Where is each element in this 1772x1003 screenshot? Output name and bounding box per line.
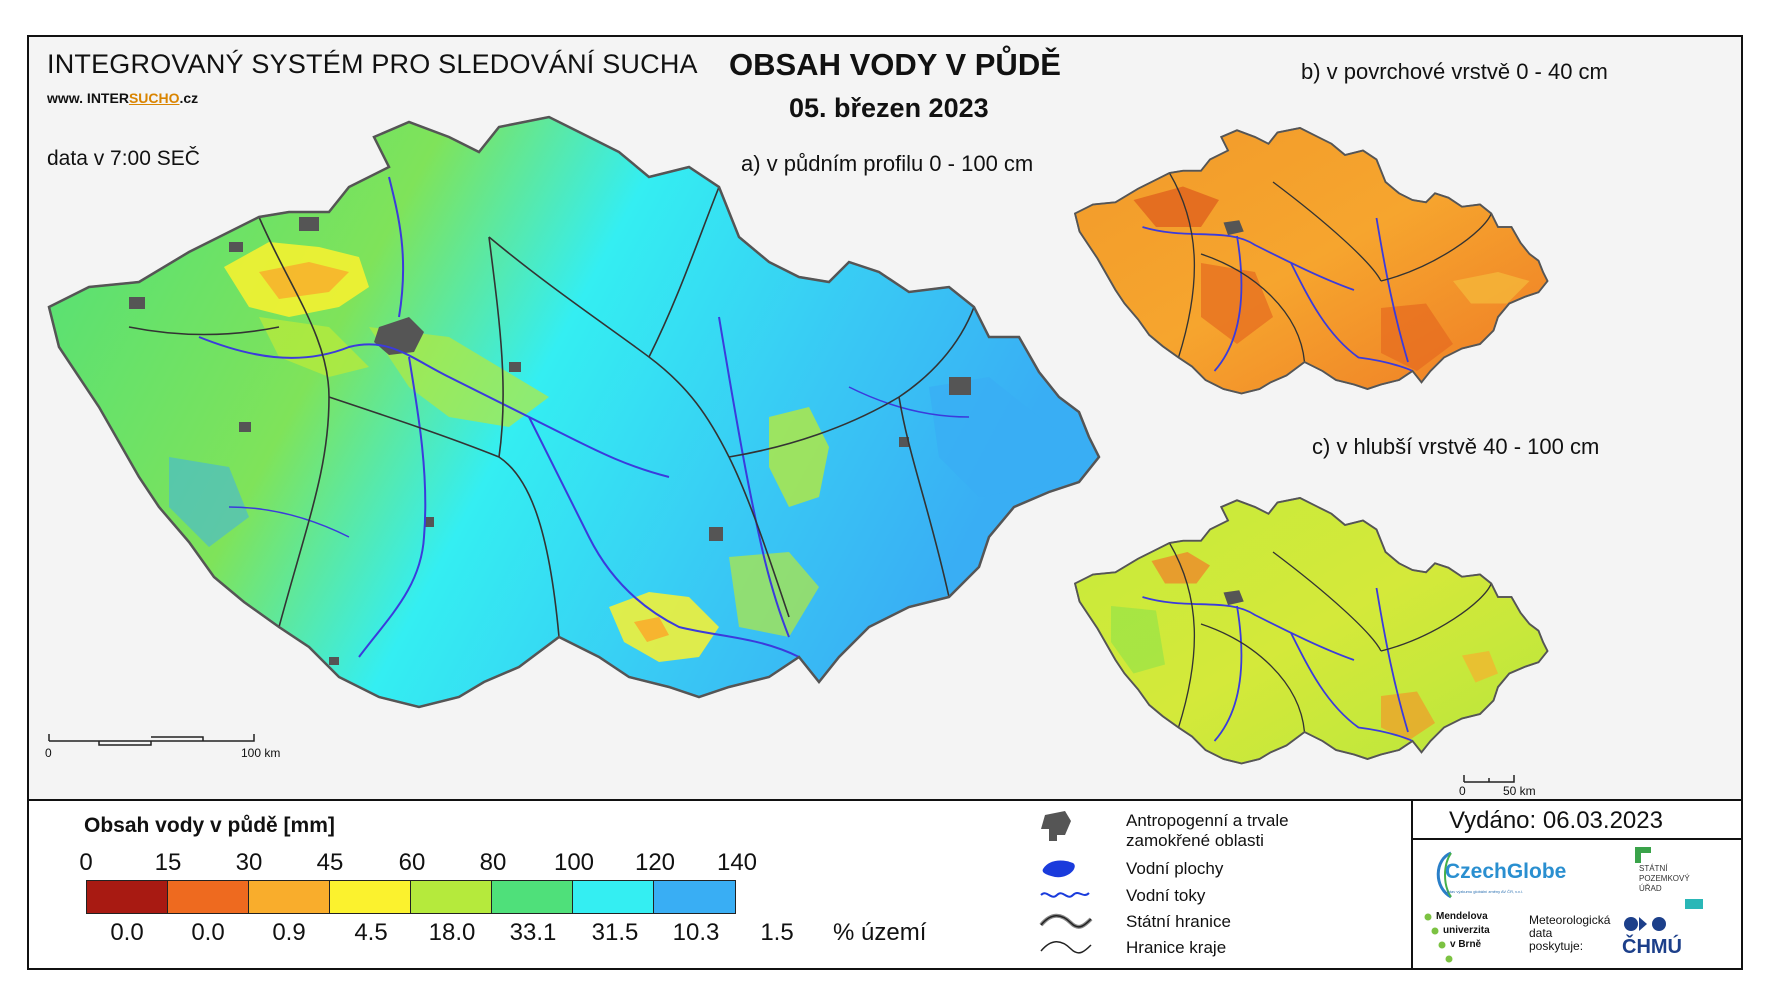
chmu-symbol-icon xyxy=(1624,917,1666,931)
mendel-line2: univerzita xyxy=(1443,925,1490,936)
percentage-value: 10.3 xyxy=(672,919,720,946)
water-bodies-label: Vodní plochy xyxy=(1126,859,1224,878)
map-a-label: a) v půdním profilu 0 - 100 cm xyxy=(741,151,1034,176)
website-prefix: www. INTER xyxy=(47,90,129,106)
legend-colorbar xyxy=(86,880,736,914)
percentage-value: 31.5 xyxy=(591,919,639,946)
colorbar-swatch xyxy=(411,881,492,913)
colorbar-swatch xyxy=(249,881,330,913)
meteo-line3: poskytuje: xyxy=(1529,939,1584,953)
meteo-line2: data xyxy=(1529,926,1553,940)
threshold-label: 30 xyxy=(235,849,263,876)
colorbar-swatch xyxy=(492,881,573,913)
scale-main-end: 100 km xyxy=(241,746,281,760)
legend-vertical-divider xyxy=(1411,801,1413,970)
legend-divider xyxy=(29,799,1741,801)
percentage-value: 0.0 xyxy=(110,919,144,946)
issued-divider xyxy=(1413,838,1741,840)
colorbar-swatch xyxy=(573,881,654,913)
map-a xyxy=(47,115,1101,709)
threshold-label: 60 xyxy=(398,849,426,876)
water-body-icon xyxy=(1042,860,1075,878)
map-c-label: c) v hlubší vrstvě 40 - 100 cm xyxy=(1312,434,1600,459)
percentage-value: 18.0 xyxy=(428,919,476,946)
map-b xyxy=(1074,127,1549,395)
scale-bar-main xyxy=(48,734,255,746)
scale-bar-small xyxy=(1463,775,1515,783)
map-sheet: INTEGROVANÝ SYSTÉM PRO SLEDOVÁNÍ SUCHA w… xyxy=(27,35,1743,970)
percentage-value: 0.0 xyxy=(191,919,225,946)
mendel-line1: Mendelova xyxy=(1436,911,1488,922)
region-border-icon xyxy=(1040,941,1092,954)
spu-line3: ÚŘAD xyxy=(1639,884,1662,893)
main-title: OBSAH VODY V PŮDĚ xyxy=(729,47,1061,82)
colorbar-swatch xyxy=(654,881,735,913)
percentage-value: 4.5 xyxy=(354,919,388,946)
state-border-label: Státní hranice xyxy=(1126,912,1231,931)
czechglobe-subtitle: Ústav výzkumu globální změny AV ČR, v.v.… xyxy=(1445,889,1523,894)
region-border-label: Hranice kraje xyxy=(1126,938,1227,957)
threshold-label: 45 xyxy=(316,849,344,876)
legend-title: Obsah vody v půdě [mm] xyxy=(84,814,335,837)
threshold-label: 120 xyxy=(634,849,676,876)
anthropogenic-area-icon xyxy=(1041,811,1071,841)
river-icon xyxy=(1040,892,1090,898)
anthropogenic-label: Antropogenní a trvale zamokřené oblasti xyxy=(1126,811,1289,850)
map-date: 05. březen 2023 xyxy=(789,93,989,123)
threshold-label: 0 xyxy=(79,849,93,876)
percentage-value: 33.1 xyxy=(509,919,557,946)
spu-line2: POZEMKOVÝ xyxy=(1639,874,1690,883)
chmu-name: ČHMÚ xyxy=(1622,936,1682,958)
mendel-logo[interactable]: Mendelova univerzita v Brně xyxy=(1421,909,1511,971)
percent-label: % území xyxy=(833,919,927,946)
spu-line1: STÁTNÍ xyxy=(1639,864,1668,873)
data-time: data v 7:00 SEČ xyxy=(47,147,200,170)
meteo-line1: Meteorologická xyxy=(1529,913,1611,927)
scale-small-end: 50 km xyxy=(1503,784,1536,798)
czechglobe-logo[interactable]: CzechGlobe Ústav výzkumu globální změny … xyxy=(1429,847,1579,905)
map-area: INTEGROVANÝ SYSTÉM PRO SLEDOVÁNÍ SUCHA w… xyxy=(29,37,1741,799)
czechglobe-name: CzechGlobe xyxy=(1445,860,1567,883)
website-link[interactable]: www. INTERSUCHO.cz xyxy=(47,90,198,106)
threshold-label: 140 xyxy=(716,849,758,876)
mendel-line3: v Brně xyxy=(1450,939,1482,950)
chmu-logo[interactable]: Meteorologická data poskytuje: ČHMÚ xyxy=(1529,913,1729,969)
threshold-label: 15 xyxy=(154,849,182,876)
threshold-label: 80 xyxy=(479,849,507,876)
rivers-label: Vodní toky xyxy=(1126,886,1206,905)
colorbar-swatch xyxy=(168,881,249,913)
symbol-legend-icons xyxy=(1039,811,1093,954)
map-svg xyxy=(47,115,1549,783)
threshold-label: 100 xyxy=(553,849,595,876)
map-b-label: b) v povrchové vrstvě 0 - 40 cm xyxy=(1301,59,1608,84)
website-suffix: .cz xyxy=(179,90,199,106)
colorbar-swatch xyxy=(330,881,411,913)
website-highlight: SUCHO xyxy=(128,90,180,106)
colorbar-swatch xyxy=(87,881,168,913)
percentage-value: 0.9 xyxy=(272,919,306,946)
issued-date: Vydáno: 06.03.2023 xyxy=(1449,807,1663,834)
percentage-value: 1.5 xyxy=(760,919,794,946)
map-c xyxy=(1074,497,1549,765)
scale-small-start: 0 xyxy=(1459,784,1466,798)
scale-main-start: 0 xyxy=(45,746,52,760)
system-title: INTEGROVANÝ SYSTÉM PRO SLEDOVÁNÍ SUCHA xyxy=(47,49,698,79)
spu-logo[interactable]: STÁTNÍ POZEMKOVÝ ÚŘAD xyxy=(1629,845,1719,915)
